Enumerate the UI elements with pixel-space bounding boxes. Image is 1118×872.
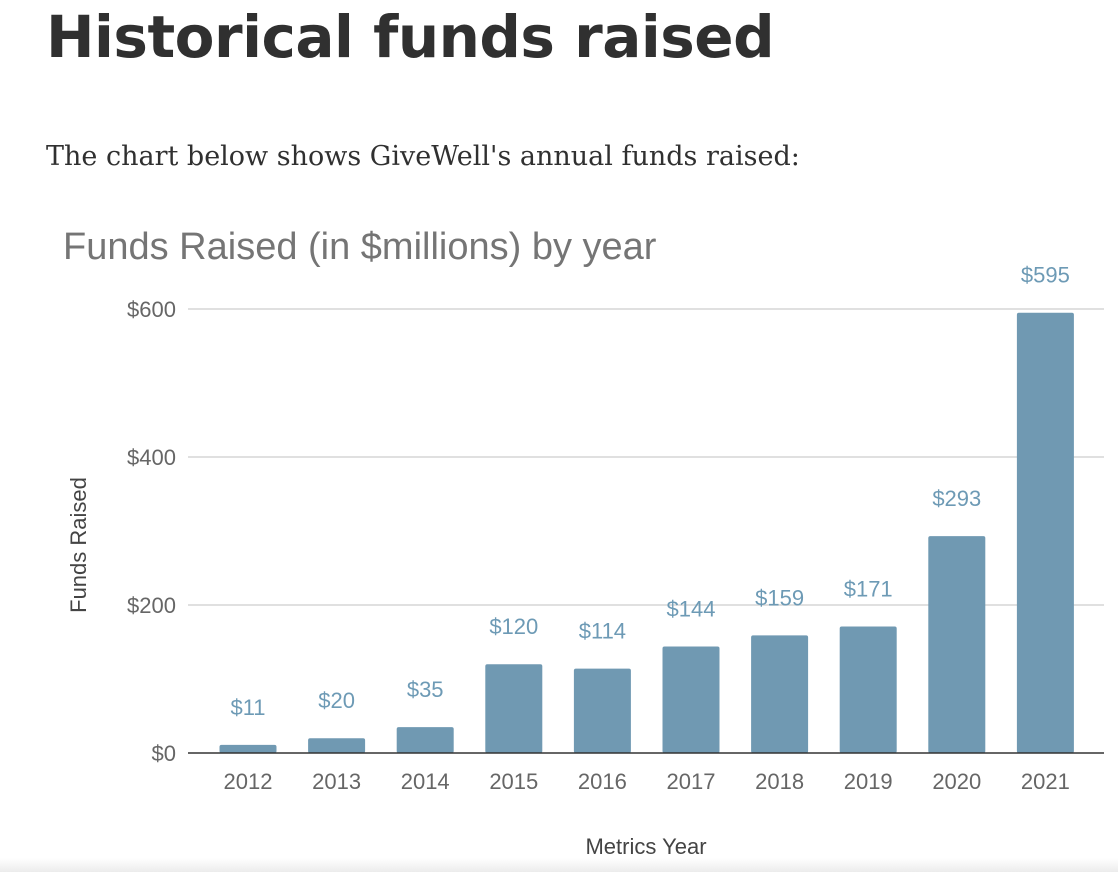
x-tick-label: 2019 xyxy=(844,769,893,794)
x-tick-label: 2013 xyxy=(312,769,361,794)
x-tick-label: 2015 xyxy=(489,769,538,794)
data-label: $35 xyxy=(407,677,444,702)
bar-2020 xyxy=(928,536,986,753)
data-label: $293 xyxy=(932,486,981,511)
y-tick-label: $600 xyxy=(127,297,176,322)
data-label: $159 xyxy=(755,585,804,610)
data-label: $144 xyxy=(667,596,716,621)
x-tick-label: 2020 xyxy=(932,769,981,794)
x-axis-label: Metrics Year xyxy=(585,834,706,859)
bar-2021 xyxy=(1016,312,1074,753)
data-label: $595 xyxy=(1021,263,1070,288)
bar-2015 xyxy=(485,664,543,753)
bar-2014 xyxy=(396,727,454,753)
bar-2017 xyxy=(662,646,720,753)
data-label: $11 xyxy=(230,695,265,720)
bar-2019 xyxy=(839,626,897,753)
data-label: $20 xyxy=(318,688,355,713)
bars xyxy=(219,312,1074,753)
x-axis-ticks: 2012 2013 2014 2015 2016 2017 2018 2019 2020 2021 xyxy=(224,769,1070,794)
data-labels: $11 $20 $35 $120 $114 $144 $159 $171 $293 $595 xyxy=(230,263,1069,720)
x-tick-label: 2014 xyxy=(401,769,450,794)
x-tick-label: 2016 xyxy=(578,769,627,794)
data-label: $171 xyxy=(844,576,893,601)
bar-2013 xyxy=(308,738,366,753)
chart-title: Funds Raised (in $millions) by year xyxy=(63,226,657,268)
bar-2012 xyxy=(219,744,277,753)
data-label: $120 xyxy=(489,614,538,639)
y-tick-label: $0 xyxy=(152,741,176,766)
y-axis-ticks: $0 $200 $400 $600 xyxy=(127,297,176,766)
bottom-fade xyxy=(0,858,1118,872)
y-axis-label: Funds Raised xyxy=(66,477,91,613)
y-tick-label: $400 xyxy=(127,445,176,470)
x-tick-label: 2021 xyxy=(1021,769,1070,794)
bar-2018 xyxy=(751,635,809,753)
bar-2016 xyxy=(573,668,631,753)
x-tick-label: 2017 xyxy=(667,769,716,794)
intro-paragraph: The chart below shows GiveWell's annual … xyxy=(46,141,800,172)
data-label: $114 xyxy=(579,619,626,644)
x-tick-label: 2018 xyxy=(755,769,804,794)
page-heading: Historical funds raised xyxy=(46,3,775,71)
x-tick-label: 2012 xyxy=(224,769,273,794)
y-tick-label: $200 xyxy=(127,593,176,618)
